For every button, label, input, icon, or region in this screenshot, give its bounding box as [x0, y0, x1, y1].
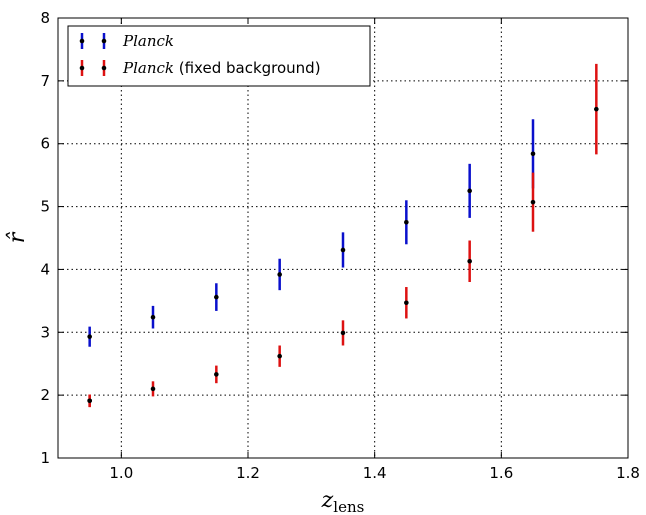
legend-marker-dot [101, 38, 107, 44]
data-point [214, 372, 219, 377]
x-axis-label: zlens [321, 488, 365, 515]
data-point [277, 353, 282, 359]
legend-box [67, 25, 371, 87]
data-point [404, 300, 409, 306]
data-point [594, 106, 599, 112]
data-point [150, 314, 156, 320]
data-point [404, 219, 409, 225]
plot-frame [57, 17, 629, 459]
legend-entry-1: Planck (fixed background) [79, 59, 321, 77]
data-point [467, 188, 472, 194]
data-point [340, 330, 346, 336]
y-tick-label: 1 [40, 449, 50, 467]
y-axis-label: r̂ [5, 231, 30, 243]
legend-entry-0: Planck [79, 32, 174, 50]
x-tick-label: 1.6 [489, 464, 513, 482]
y-tick-label: 3 [40, 323, 50, 341]
y-tick-label: 6 [40, 135, 50, 153]
data-point [277, 272, 282, 277]
legend-marker-dot [79, 38, 85, 44]
y-tick-label: 8 [40, 9, 50, 27]
data-point [340, 247, 346, 253]
x-tick-label: 1.0 [109, 464, 133, 482]
y-tick-label: 5 [40, 198, 50, 216]
data-point [87, 398, 92, 404]
x-tick-label: 1.2 [236, 464, 260, 482]
y-tick-label: 2 [40, 386, 50, 404]
data-point [87, 334, 92, 339]
ticks [58, 17, 629, 459]
x-tick-label: 1.4 [363, 464, 387, 482]
data-point [530, 151, 536, 157]
legend-label: Planck [122, 32, 174, 50]
y-tick-label: 4 [40, 260, 50, 278]
data-point [530, 199, 536, 205]
tick-labels: 1.0 1.2 1.4 1.6 1.8 1 2 3 4 5 6 7 8 [40, 9, 639, 482]
legend-label-name: Planck [122, 32, 174, 50]
data-point [214, 294, 219, 300]
legend-marker-dot [101, 65, 107, 71]
data-point [150, 386, 156, 392]
x-axis-label-subscript: lens [333, 498, 364, 515]
y-tick-label: 7 [40, 72, 50, 90]
legend-label-name: Planck [122, 59, 174, 77]
data-point [467, 258, 472, 264]
legend-marker-dot [79, 65, 85, 71]
series-layer [87, 63, 599, 408]
x-tick-label: 1.8 [616, 464, 640, 482]
series-1 [87, 63, 599, 408]
legend-label-suffix: (fixed background) [174, 59, 321, 77]
legend-label: Planck (fixed background) [122, 59, 321, 77]
